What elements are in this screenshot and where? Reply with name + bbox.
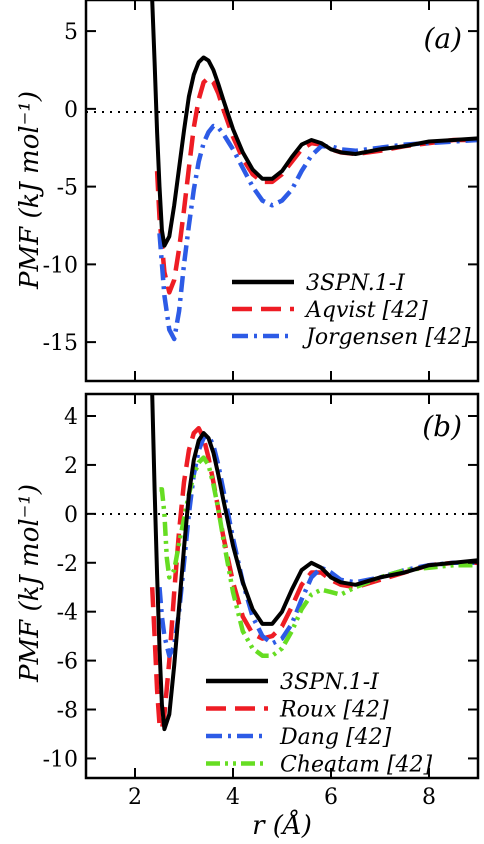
- y-tick-label: 0: [64, 503, 78, 528]
- series-layer-b: [149, 394, 478, 732]
- y-tick-label: -2: [57, 552, 78, 577]
- y-tick-label: 4: [64, 405, 78, 430]
- legend-label: 3SPN.1-I: [280, 670, 380, 695]
- legend-label: Jorgensen [42]: [302, 325, 471, 350]
- legend-label: Aqvist [42]: [304, 298, 428, 323]
- y-tick-label: -8: [57, 699, 78, 724]
- ticks-a: 5 0 -5 -10 -15: [43, 0, 478, 381]
- series-line-3spn-1-i: [150, 0, 478, 248]
- x-tick-label: 8: [422, 785, 436, 810]
- panel-label: (a): [423, 22, 462, 55]
- x-tick-label: 2: [128, 785, 142, 810]
- series-line-aqvist-42: [154, 75, 478, 295]
- y-tick-label: -10: [43, 253, 78, 278]
- y-tick-label: -4: [57, 601, 78, 626]
- y-axis-title: PMF (kJ mol⁻¹): [15, 484, 45, 683]
- x-tick-label: 4: [226, 785, 240, 810]
- y-tick-label: 2: [64, 454, 78, 479]
- ticks-b: 4 2 0 -2 -4 -6 -8 -10 2 4 6 8: [43, 394, 478, 810]
- panel-b: 4 2 0 -2 -4 -6 -8 -10 2 4 6 8 (b) PMF (kJ mol⁻¹) r …: [15, 392, 480, 841]
- legend-b: 3SPN.1-I Roux [42]Dang [42] Cheatam [42]: [206, 670, 433, 778]
- y-axis-title: PMF (kJ mol⁻¹): [15, 91, 45, 290]
- y-tick-label: 5: [64, 20, 78, 45]
- y-tick-label: 0: [64, 98, 78, 123]
- x-tick-label: 6: [324, 785, 338, 810]
- y-tick-label: -10: [43, 747, 78, 772]
- series-line-jorgensen-42: [157, 123, 478, 342]
- y-tick-label: -15: [43, 331, 78, 356]
- panel-label: (b): [422, 410, 462, 443]
- series-line-cheatam-42: [159, 455, 478, 658]
- series-layer-a: [150, 0, 478, 342]
- panel-frame: [84, 392, 480, 780]
- legend-label: Roux [42]: [279, 698, 389, 723]
- panel-frame: [84, 0, 480, 383]
- y-tick-label: -6: [57, 650, 78, 675]
- legend-label: 3SPN.1-I: [306, 271, 406, 296]
- x-axis-title: r (Å): [252, 809, 312, 841]
- panel-a: 5 0 -5 -10 -15 (a) PMF (kJ mol⁻¹) 3SPN.1-IAq…: [15, 0, 480, 383]
- legend-label: Cheatam [42]: [280, 753, 433, 778]
- legend-label: Dang [42]: [279, 725, 392, 750]
- series-line-3spn-1-i: [150, 394, 478, 732]
- y-tick-label: -5: [57, 176, 78, 201]
